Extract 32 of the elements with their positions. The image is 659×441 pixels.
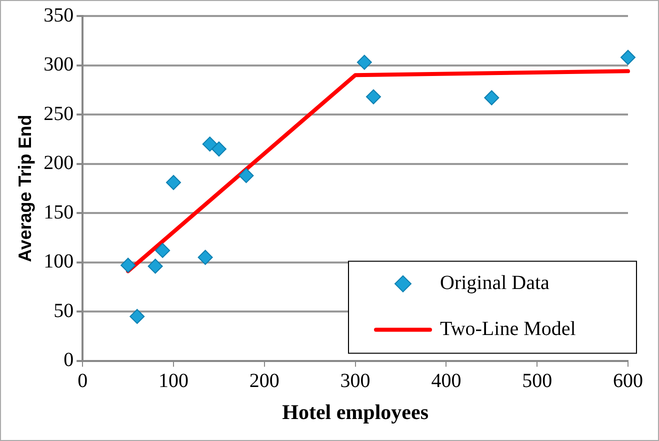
y-tick-label: 150 (44, 201, 74, 224)
point (238, 168, 254, 184)
y-tick-label: 350 (44, 4, 74, 26)
y-tick-label: 250 (44, 102, 74, 125)
point (484, 90, 500, 106)
point (130, 308, 145, 324)
point (166, 174, 181, 190)
y-tick-label: 300 (44, 54, 74, 76)
x-tick-label: 300 (340, 370, 370, 392)
y-axis-title: Average Trip End (14, 114, 35, 262)
point (366, 89, 381, 104)
y-tick-label: 50 (54, 300, 74, 322)
y-tick-label: 100 (44, 250, 74, 273)
point (620, 50, 636, 65)
point (148, 258, 163, 274)
x-tick-label: 0 (78, 370, 88, 392)
point (356, 54, 372, 70)
x-tick-label: 500 (522, 370, 552, 392)
point (198, 250, 213, 265)
point (155, 242, 170, 258)
point (211, 141, 226, 156)
point (120, 258, 136, 273)
x-tick-label: 400 (431, 370, 462, 392)
point (202, 136, 218, 152)
x-tick-label: 200 (249, 370, 280, 392)
y-tick-label: 0 (64, 349, 74, 372)
legend-label: Original Data (440, 272, 550, 294)
x-tick-label: 100 (158, 370, 188, 392)
y-tick-label: 200 (44, 152, 74, 174)
x-axis-title: Hotel employees (282, 400, 428, 424)
legend-label: Two-Line Model (440, 318, 576, 340)
x-tick-label: 600 (613, 370, 643, 392)
